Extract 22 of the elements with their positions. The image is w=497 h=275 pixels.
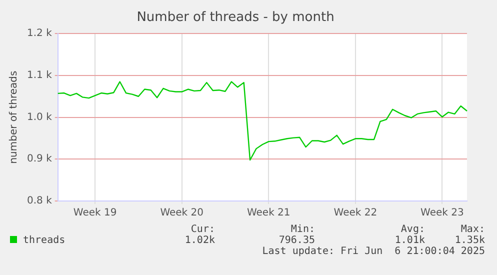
text: Min: (290, 224, 315, 235)
x-tick-label: Week 22 (334, 208, 378, 219)
y-tick-label: 0.8 k (27, 196, 52, 207)
x-tick-label: Week 23 (420, 208, 464, 219)
y-tick-label: 0.9 k (27, 154, 52, 165)
chart-title: Number of threads - by month (136, 10, 334, 26)
text: 796.35 (278, 235, 315, 246)
y-tick-label: 1.0 k (27, 112, 52, 123)
legend-label: threads (22, 235, 66, 246)
x-tick-label: Week 20 (160, 208, 204, 219)
x-tick-label: Week 19 (73, 208, 117, 219)
text: Last update: Fri Jun 6 21:00:04 2025 (261, 246, 485, 257)
y-axis-title: number of threads (8, 70, 20, 164)
text: Avg: (400, 224, 425, 235)
y-tick-label: 1.2 k (27, 28, 52, 40)
text: 1.35k (454, 235, 485, 246)
text: 1.01k (394, 235, 425, 246)
y-tick-label: 1.1 k (27, 70, 52, 82)
x-tick-label: Week 21 (246, 208, 290, 219)
text: Max: (460, 224, 485, 235)
text: Cur: (190, 224, 215, 235)
text: 1.02k (184, 235, 215, 246)
